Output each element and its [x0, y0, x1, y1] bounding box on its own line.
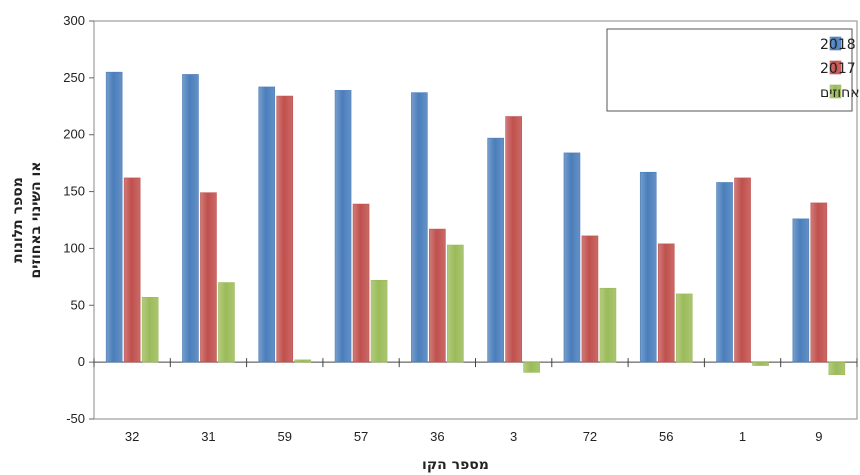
- y-axis-title-line: מספר תלונות: [10, 177, 26, 263]
- x-tick-label: 32: [125, 429, 139, 444]
- bar-series-2-56: [657, 243, 675, 363]
- y-tick-label: 250: [63, 70, 85, 85]
- y-axis-title-line: או השינוי באחוזים: [28, 161, 44, 278]
- bar-series-1-32: [105, 71, 123, 363]
- y-tick-label: 300: [63, 13, 85, 28]
- y-tick-label: -50: [66, 411, 85, 426]
- legend-swatch: [829, 60, 842, 75]
- bar-series-3-31: [218, 282, 235, 363]
- bars: [105, 71, 846, 375]
- x-tick-label: 9: [815, 429, 822, 444]
- bar-series-3-32: [141, 297, 159, 363]
- legend-box: [606, 28, 853, 112]
- y-tick-label: 50: [71, 297, 85, 312]
- bar-series-1-56: [639, 171, 657, 363]
- legend-label: מספר התלונות בשנת 2018: [820, 37, 860, 53]
- bar-series-3-1: [752, 361, 769, 366]
- bar-series-1-9: [792, 218, 810, 363]
- bar-series-2-72: [581, 235, 599, 363]
- bar-series-2-1: [734, 177, 751, 363]
- x-tick-label: 31: [201, 429, 215, 444]
- x-tick-label: 1: [739, 429, 746, 444]
- plot-frame: [93, 20, 858, 420]
- bar-series-3-3: [523, 361, 540, 373]
- bar-series-3-59: [294, 359, 312, 363]
- y-tick-label: 200: [63, 127, 85, 142]
- y-axis: -50 0 50 100 150 200 250 300: [63, 13, 94, 426]
- bar-series-2-31: [200, 192, 217, 363]
- x-tick-label: 57: [354, 429, 368, 444]
- legend-swatch: [829, 36, 842, 51]
- bar-series-2-36: [429, 228, 446, 363]
- x-tick-label: 72: [583, 429, 597, 444]
- bar-series-2-57: [352, 203, 370, 363]
- bar-series-1-1: [716, 182, 733, 363]
- bar-series-1-57: [334, 90, 352, 363]
- bar-series-2-59: [276, 95, 294, 363]
- legend: מספר התלונות בשנת 2018 מספר התלונות בשנת …: [606, 28, 860, 112]
- x-tick-label: 3: [510, 429, 517, 444]
- bar-series-1-36: [411, 92, 428, 363]
- bar-series-2-9: [810, 202, 828, 363]
- y-tick-label: 150: [63, 184, 85, 199]
- bar-series-3-9: [828, 361, 846, 375]
- legend-label: מספר התלונות בשנת 2017: [820, 61, 860, 77]
- y-axis-title: מספר תלונות או השינוי באחוזים: [10, 161, 44, 278]
- bar-series-3-57: [370, 279, 388, 363]
- bar-series-1-72: [563, 152, 581, 363]
- x-tick-label: 56: [659, 429, 673, 444]
- bar-series-2-3: [505, 116, 522, 363]
- x-tick-label: 59: [278, 429, 292, 444]
- bar-series-3-56: [675, 293, 693, 363]
- x-axis: 32 31 59 57 36 3 72 56 1 9: [93, 358, 858, 444]
- bar-series-2-32: [123, 177, 141, 363]
- bar-series-1-59: [258, 86, 276, 363]
- bar-series-3-72: [599, 287, 617, 363]
- y-tick-label: 0: [78, 354, 85, 369]
- y-tick-label: 100: [63, 240, 85, 255]
- plot-border: [93, 20, 858, 420]
- bar-series-1-3: [487, 137, 504, 363]
- x-tick-label: 36: [430, 429, 444, 444]
- bar-series-3-36: [447, 244, 464, 363]
- legend-swatch: [829, 84, 842, 99]
- bar-series-1-31: [182, 74, 199, 363]
- legend-label: השינוי באחוזים: [820, 85, 860, 101]
- x-axis-title: מספר הקו: [422, 457, 489, 473]
